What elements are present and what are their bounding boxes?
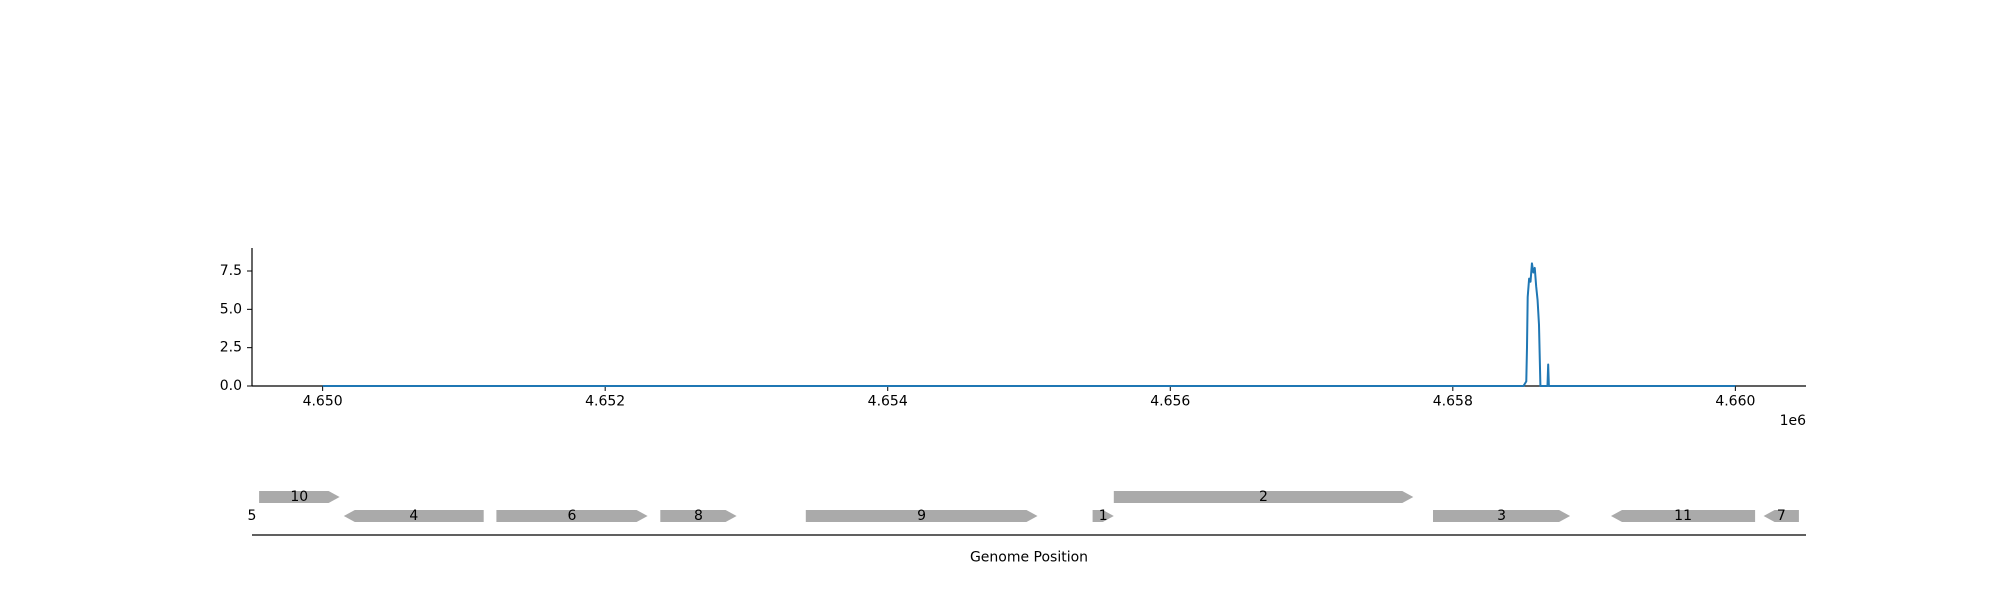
gene-4: 4 [343,508,484,524]
gene-8: 8 [660,508,737,524]
gene-arrow [496,510,648,522]
gene-label: 6 [568,508,577,524]
x-tick-label: 4.654 [868,394,908,410]
gene-arrow [259,491,340,503]
gene-10: 10 [259,489,340,505]
gene-arrow [660,510,737,522]
gene-label: 3 [1497,508,1506,524]
gene-1: 1 [1092,508,1114,524]
x-tick-label: 4.656 [1150,394,1190,410]
gene-label: 11 [1674,508,1692,524]
gene-label: 4 [409,508,418,524]
gene-label: 1 [1099,508,1108,524]
gene-track: 10 5 4 6 8 9 1 2 3 11 7 Genome Position [248,489,1806,566]
y-tick-label: 7.5 [220,263,242,279]
gene-6: 6 [496,508,648,524]
gene-arrow [1763,510,1799,522]
x-offset-label: 1e6 [1780,413,1807,429]
coverage-plot: 0.02.55.07.5 4.650 4.652 4.654 4.656 4.658 4.… [220,248,1806,429]
gene-arrow [805,510,1038,522]
genome-position-label: Genome Position [970,550,1088,566]
x-tick-label: 4.658 [1433,394,1473,410]
y-tick-label: 5.0 [220,301,242,317]
gene-2: 2 [1113,489,1414,505]
x-tick-label: 4.650 [303,394,343,410]
gene-arrow [1611,510,1756,522]
x-tick-label: 4.652 [585,394,625,410]
x-ticks: 4.650 4.652 4.654 4.656 4.658 4.660 [303,386,1755,410]
y-tick-label: 2.5 [220,340,242,356]
genes: 10 5 4 6 8 9 1 2 3 11 7 [248,489,1799,524]
gene-arrow [343,510,484,522]
gene-arrow [1433,510,1571,522]
signal-line [322,262,1736,387]
gene-label: 8 [694,508,703,524]
y-tick-label: 0.0 [220,378,242,394]
y-ticks: 0.0 2.5 5.0 7.5 [220,263,252,394]
gene-label: 5 [248,508,257,524]
gene-arrow [1092,510,1114,522]
gene-arrow [1113,491,1414,503]
gene-11: 11 [1611,508,1756,524]
x-tick-label: 4.660 [1715,394,1755,410]
gene-label: 7 [1777,508,1786,524]
gene-9: 9 [805,508,1038,524]
gene-3: 3 [1433,508,1571,524]
gene-label: 9 [917,508,926,524]
gene-7: 7 [1763,508,1799,524]
gene-label: 2 [1259,489,1268,505]
gene-label: 10 [290,489,308,505]
gene-5: 5 [248,508,257,524]
